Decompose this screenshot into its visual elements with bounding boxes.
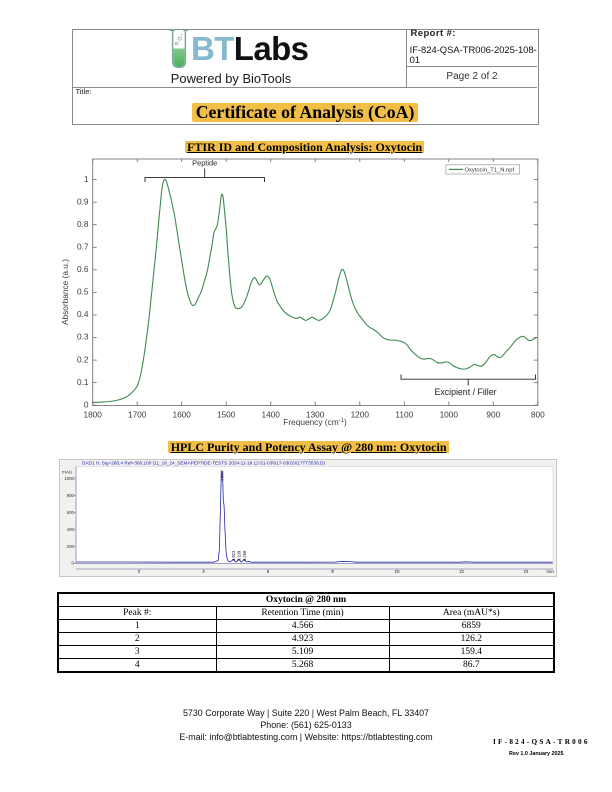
svg-text:6: 6	[267, 569, 270, 574]
svg-text:800: 800	[67, 493, 75, 498]
svg-text:0.4: 0.4	[77, 309, 89, 319]
svg-text:0: 0	[72, 561, 75, 566]
svg-text:5.268: 5.268	[242, 550, 247, 561]
svg-text:0.3: 0.3	[77, 332, 89, 342]
svg-text:0.8: 0.8	[77, 219, 89, 229]
svg-text:8: 8	[331, 569, 334, 574]
svg-text:900: 900	[486, 410, 500, 420]
svg-text:1200: 1200	[351, 410, 370, 420]
svg-text:1100: 1100	[395, 410, 413, 420]
svg-text:1400: 1400	[261, 410, 280, 420]
svg-text:1500: 1500	[217, 410, 236, 420]
svg-text:4.923: 4.923	[231, 550, 236, 561]
svg-text:0.5: 0.5	[77, 287, 89, 297]
svg-text:1800: 1800	[83, 410, 102, 420]
svg-text:5.109: 5.109	[237, 550, 242, 561]
svg-text:mAU: mAU	[62, 470, 72, 475]
svg-text:1600: 1600	[172, 410, 191, 420]
svg-text:0.2: 0.2	[77, 354, 89, 364]
svg-text:0: 0	[84, 399, 89, 409]
svg-text:12: 12	[459, 569, 465, 574]
svg-text:1000: 1000	[64, 476, 74, 481]
svg-text:Excipient / Filler: Excipient / Filler	[434, 387, 496, 397]
svg-text:400: 400	[67, 527, 75, 532]
svg-text:600: 600	[67, 510, 75, 515]
svg-text:200: 200	[67, 544, 75, 549]
svg-text:Oxytocin_T1_N.npf: Oxytocin_T1_N.npf	[465, 168, 515, 174]
svg-text:0.6: 0.6	[77, 264, 89, 274]
svg-text:1700: 1700	[128, 410, 147, 420]
svg-text:1300: 1300	[306, 410, 325, 420]
svg-text:4: 4	[202, 569, 205, 574]
svg-text:1: 1	[84, 174, 89, 184]
svg-text:0.7: 0.7	[77, 241, 89, 251]
svg-text:DAD1 H, Sig=280,4 Ref=360,100: DAD1 H, Sig=280,4 Ref=360,100 (11_18_24_…	[82, 461, 325, 466]
svg-text:1000: 1000	[440, 410, 459, 420]
svg-text:4.566: 4.566	[220, 470, 225, 481]
svg-text:2: 2	[138, 569, 141, 574]
svg-text:Frequency (cm-1): Frequency (cm-1)	[283, 417, 347, 427]
svg-text:0.1: 0.1	[77, 377, 89, 387]
svg-text:800: 800	[531, 410, 545, 420]
svg-text:14: 14	[523, 569, 529, 574]
svg-text:min: min	[547, 569, 555, 574]
svg-text:0.9: 0.9	[77, 196, 89, 206]
svg-text:10: 10	[394, 569, 400, 574]
svg-text:Absorbance (a.u.): Absorbance (a.u.)	[60, 259, 70, 325]
svg-text:Peptide: Peptide	[192, 159, 217, 168]
